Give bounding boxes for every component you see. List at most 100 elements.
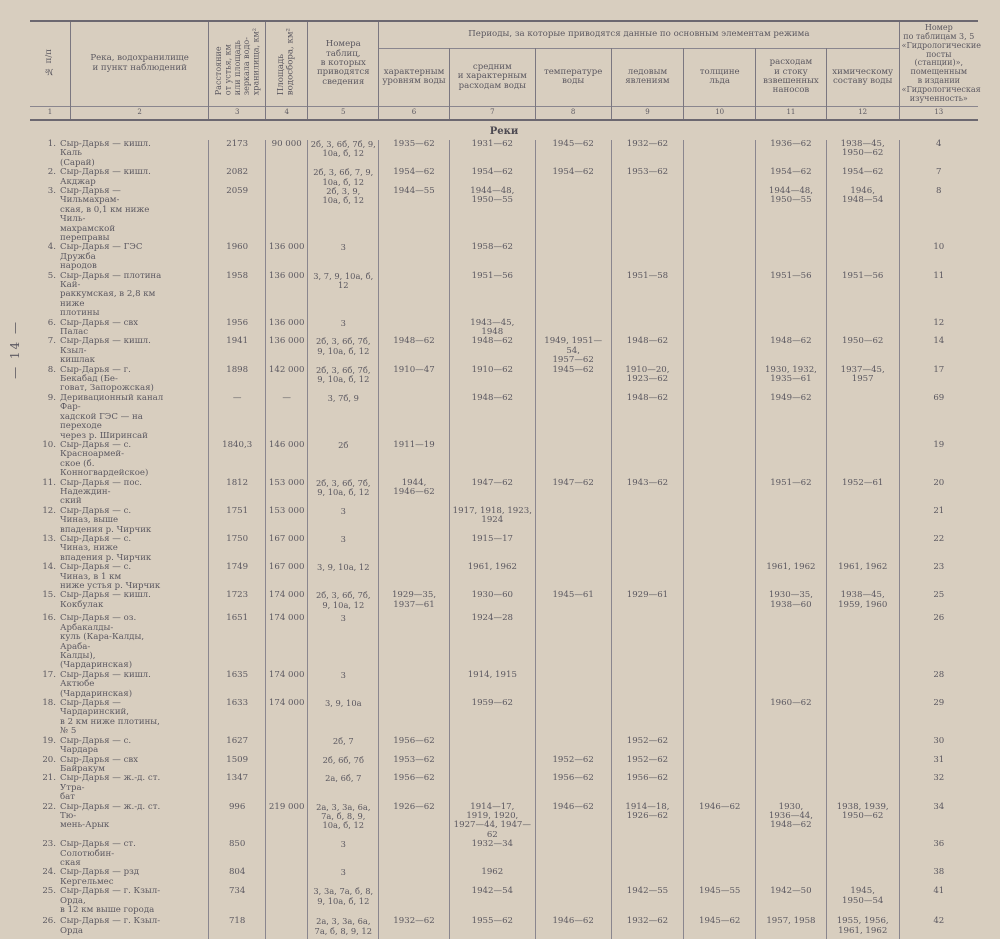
row-number: 26.: [42, 916, 56, 927]
ice-phenomena-period: [610, 614, 685, 671]
distance: 1347: [208, 774, 266, 803]
water-temperature-period: 1952—62: [534, 755, 612, 775]
row-number: 9.: [47, 392, 56, 403]
river-point-cell: 11. Сыр-Дарья — пос. Надеждин- ский: [30, 478, 210, 507]
table-row: 14. Сыр-Дарья — с. Чиназ, в 1 км ниже уст…: [30, 562, 978, 592]
water-temperature-period: [534, 318, 612, 338]
ice-phenomena-period: [610, 563, 685, 592]
ice-thickness-period: [683, 563, 757, 592]
discharges-period: 1951—56: [448, 271, 536, 319]
station-number: 7: [898, 167, 978, 187]
river-point-cell: 6. Сыр-Дарья — свх Палас: [30, 317, 210, 338]
ice-thickness-period: [683, 506, 757, 535]
discharges-period: 1943—45, 1948: [448, 318, 536, 338]
ice-thickness-period: [683, 440, 757, 479]
basin-area: 90 000: [264, 139, 309, 169]
chemistry-period: 1937—45, 1957: [825, 365, 900, 394]
chemistry-period: [825, 840, 900, 869]
river-point-cell: 20. Сыр-Дарья — свх Байракум: [30, 755, 210, 775]
water-temperature-period: [534, 440, 612, 479]
station-number: 42: [898, 916, 978, 939]
table-numbers: 3, 3а, 7а, б, 8, 9, 10а, б, 12: [307, 886, 380, 918]
table-numbers: 3: [307, 318, 380, 338]
distance: 1956: [208, 318, 266, 338]
water-temperature-period: [534, 868, 612, 888]
station-number: 11: [898, 271, 978, 319]
station-number: 4: [898, 139, 978, 169]
ice-phenomena-period: [610, 318, 685, 338]
river-point-name: Сыр-Дарья — рзд Кергельмес: [60, 867, 140, 887]
river-point-cell: 17. Сыр-Дарья — кишл. Актюбе (Чардаринска…: [30, 669, 210, 700]
ice-thickness-period: [683, 318, 757, 338]
discharges-period: 1955—62: [448, 916, 536, 939]
table-row: 6. Сыр-Дарья — свх Палас 1956 136 000 3 1943—…: [30, 317, 978, 338]
water-temperature-period: 1945—61: [534, 591, 612, 615]
column-number: 2: [69, 105, 210, 121]
river-point-name: Сыр-Дарья — с. Чиназ, выше впадения р. Ч…: [60, 505, 152, 535]
ice-thickness-period: [683, 699, 757, 737]
water-temperature-period: [534, 699, 612, 737]
discharges-period: 1958—62: [448, 243, 536, 272]
distance: 2173: [208, 139, 266, 169]
basin-area: 174 000: [264, 670, 309, 700]
sediment-period: [755, 774, 827, 803]
column-number: 8: [534, 105, 612, 121]
table-numbers: 3: [307, 839, 380, 869]
ice-thickness-period: [683, 271, 757, 319]
distance: 1898: [208, 365, 266, 394]
water-temperature-period: [534, 393, 612, 441]
distance: 1627: [208, 736, 266, 756]
column-number: 4: [264, 105, 309, 121]
water-levels-period: 1911—19: [378, 440, 450, 479]
chemistry-period: [825, 755, 900, 775]
table-numbers: 3, 9, 10а, 12: [307, 562, 380, 592]
discharges-period: 1914—17, 1919, 1920, 1927—44, 1947—62: [448, 802, 536, 841]
page-number: — 14 —: [8, 320, 22, 379]
discharges-period: [448, 774, 536, 803]
river-point-cell: 15. Сыр-Дарья — кишл. Кокбулак: [30, 590, 210, 615]
discharges-period: 1962: [448, 868, 536, 888]
ice-phenomena-period: 1948—62: [610, 393, 685, 441]
header-table-numbers: Номера таблиц, в которых приводятся свед…: [307, 20, 380, 106]
water-levels-period: 1954—62: [378, 167, 450, 187]
sediment-period: [755, 840, 827, 869]
basin-area: 136 000: [264, 243, 309, 272]
river-point-name: Сыр-Дарья — кишл. Актюбе (Чардаринская): [60, 669, 151, 699]
table-numbers: 3: [307, 534, 380, 564]
header-distance: Расстояние от устья, км или площадь зерк…: [208, 20, 266, 106]
column-number: 11: [755, 105, 827, 121]
header-sediment: расходам и стоку взвешенных наносов: [755, 47, 827, 106]
table-numbers: 3: [307, 506, 380, 535]
sediment-period: [755, 868, 827, 888]
header-water-temperature: температуре воды: [534, 47, 612, 106]
table-row: 5. Сыр-Дарья — плотина Кай- раккумская, в…: [30, 271, 978, 319]
river-point-name: Сыр-Дарья — свх Палас: [60, 317, 139, 338]
discharges-period: 1931—62: [448, 139, 536, 169]
ice-thickness-period: 1946—62: [683, 802, 757, 841]
basin-area: 174 000: [264, 591, 309, 615]
water-levels-period: 1953—62: [378, 755, 450, 775]
row-number: 4.: [47, 242, 56, 253]
header-ice-phenomena: ледовым явлениям: [610, 47, 685, 106]
river-point-cell: 12. Сыр-Дарья — с. Чиназ, выше впадения р…: [30, 505, 210, 535]
station-number: 8: [898, 186, 978, 244]
table-row: 20. Сыр-Дарья — свх Байракум 1509 2б, 6б, 7…: [30, 755, 978, 775]
chemistry-period: 1938—45, 1950—62: [825, 139, 900, 169]
ice-phenomena-period: [610, 670, 685, 700]
ice-thickness-period: [683, 774, 757, 803]
water-temperature-period: [534, 614, 612, 671]
station-number: 41: [898, 886, 978, 918]
table-numbers: 2б, 3, 6б, 7, 9, 10а, б, 12: [307, 167, 380, 187]
station-number: 32: [898, 774, 978, 803]
table-row: 12. Сыр-Дарья — с. Чиназ, выше впадения р…: [30, 505, 978, 535]
river-point-name: Сыр-Дарья — с. Чиназ, в 1 км ниже устья …: [60, 562, 161, 591]
ice-thickness-period: [683, 591, 757, 615]
ice-thickness-period: 1945—62: [683, 916, 757, 939]
water-temperature-period: 1946—62: [534, 916, 612, 939]
water-temperature-period: [534, 243, 612, 272]
station-number: 22: [898, 534, 978, 564]
section-title: Реки: [489, 125, 519, 137]
row-number: 22.: [42, 801, 56, 812]
ice-thickness-period: [683, 139, 757, 169]
chemistry-period: [825, 736, 900, 756]
